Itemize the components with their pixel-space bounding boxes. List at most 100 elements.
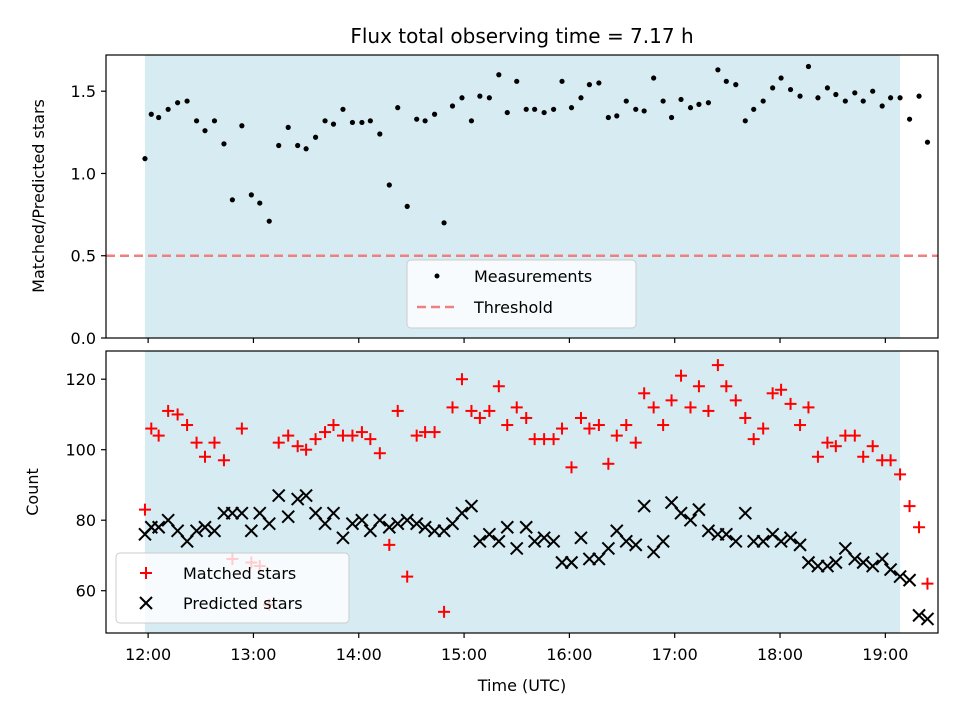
matched-star-point	[401, 570, 414, 583]
matched-star-point	[510, 401, 523, 414]
predicted-star-point	[170, 524, 185, 538]
measurement-point	[165, 106, 171, 112]
matched-star-point	[894, 468, 907, 481]
measurement-point	[778, 75, 784, 81]
legend-threshold-label: Threshold	[473, 298, 553, 317]
measurement-point	[404, 203, 410, 209]
measurement-point	[668, 114, 675, 121]
matched-star-point	[811, 450, 824, 463]
matched-star-point	[492, 380, 505, 393]
matched-star-point	[483, 404, 496, 417]
predicted-star-point	[692, 502, 706, 517]
matched-star-point	[866, 440, 879, 453]
predicted-star-point	[492, 534, 506, 549]
matched-stars-points	[138, 359, 934, 618]
top-axes-frame	[105, 54, 939, 339]
predicted-star-point	[253, 506, 267, 520]
predicted-star-point	[574, 531, 588, 545]
matched-star-point	[829, 440, 842, 453]
measurement-point	[193, 118, 200, 124]
matched-star-point	[364, 433, 377, 446]
legend-measurements-marker	[434, 273, 440, 279]
measurement-point	[386, 182, 392, 188]
predicted-star-point	[180, 534, 194, 549]
measurement-point	[586, 82, 593, 88]
predicted-star-point	[281, 509, 295, 524]
predicted-star-point	[519, 520, 533, 534]
measurement-point	[660, 98, 666, 104]
measurement-point	[349, 119, 356, 126]
matched-star-point	[410, 429, 423, 442]
matched-star-point	[171, 408, 184, 421]
top-legend: Measurements Threshold	[406, 259, 637, 329]
measurement-point	[852, 90, 858, 96]
measurement-point	[833, 91, 839, 98]
measurement-point	[678, 96, 684, 103]
predicted-star-point	[482, 527, 497, 542]
predicted-star-point	[427, 524, 442, 538]
measurement-point	[805, 63, 812, 70]
measurement-point	[459, 95, 465, 101]
predicted-star-point	[656, 534, 670, 549]
measurement-point	[414, 116, 420, 122]
predicted-star-point	[848, 552, 862, 566]
predicted-star-point	[746, 534, 761, 549]
measurement-point	[760, 98, 766, 104]
measurement-point	[614, 113, 620, 119]
matched-star-point	[638, 387, 651, 400]
matched-star-point	[547, 433, 560, 446]
matched-star-point	[282, 429, 295, 442]
predicted-star-point	[207, 524, 222, 538]
matched-star-point	[291, 440, 304, 453]
x-tick-label: 19:00	[862, 645, 908, 664]
predicted-star-point	[345, 517, 360, 531]
matched-star-point	[711, 359, 724, 372]
matched-star-point	[766, 387, 779, 400]
measurement-point	[550, 106, 557, 112]
predicted-star-point	[527, 534, 542, 549]
predicted-star-point	[326, 506, 341, 520]
matched-star-point	[373, 447, 386, 460]
matched-star-point	[556, 422, 569, 435]
predicted-star-point	[664, 495, 679, 510]
predicted-star-point	[510, 541, 524, 556]
matched-star-point	[629, 436, 642, 449]
measurement-point	[303, 146, 309, 152]
predicted-star-point	[756, 534, 770, 549]
bottom-axes-frame	[105, 350, 939, 634]
legend-predicted-label: Predicted stars	[183, 594, 303, 613]
measurement-point	[687, 105, 694, 111]
measurement-point	[496, 72, 502, 78]
measurement-point	[257, 200, 263, 206]
x-tick-label: 18:00	[757, 645, 803, 664]
measurement-point	[156, 114, 162, 121]
bottom-y-tick-label: 120	[65, 370, 96, 389]
measurement-point	[359, 119, 365, 126]
top-legend-box	[406, 259, 637, 329]
predicted-star-point	[445, 517, 460, 531]
measurement-point	[723, 78, 729, 84]
matched-star-point	[802, 401, 815, 414]
predicted-star-point	[555, 555, 569, 570]
matched-star-point	[501, 419, 514, 432]
measurement-point	[514, 78, 520, 84]
legend-matched-marker	[140, 567, 152, 579]
matched-star-point	[520, 411, 533, 424]
bottom-y-tick-label: 60	[76, 582, 96, 601]
measurement-point	[175, 100, 181, 106]
predicted-star-point	[391, 517, 405, 531]
matched-star-point	[913, 521, 926, 534]
matched-star-point	[300, 443, 313, 456]
matched-star-point	[921, 577, 934, 590]
measurement-point	[312, 134, 319, 140]
matched-star-point	[208, 436, 221, 449]
legend-measurements-label: Measurements	[474, 267, 592, 286]
top-y-ticks: 0.0 0.5 1.0 1.5	[71, 82, 106, 348]
measurement-point	[486, 95, 492, 101]
matched-star-point	[675, 369, 688, 382]
measurement-point	[395, 105, 401, 111]
predicted-star-point	[308, 506, 323, 520]
predicted-star-point	[793, 538, 807, 552]
measurement-point	[532, 106, 538, 112]
predicted-star-point	[629, 538, 643, 552]
